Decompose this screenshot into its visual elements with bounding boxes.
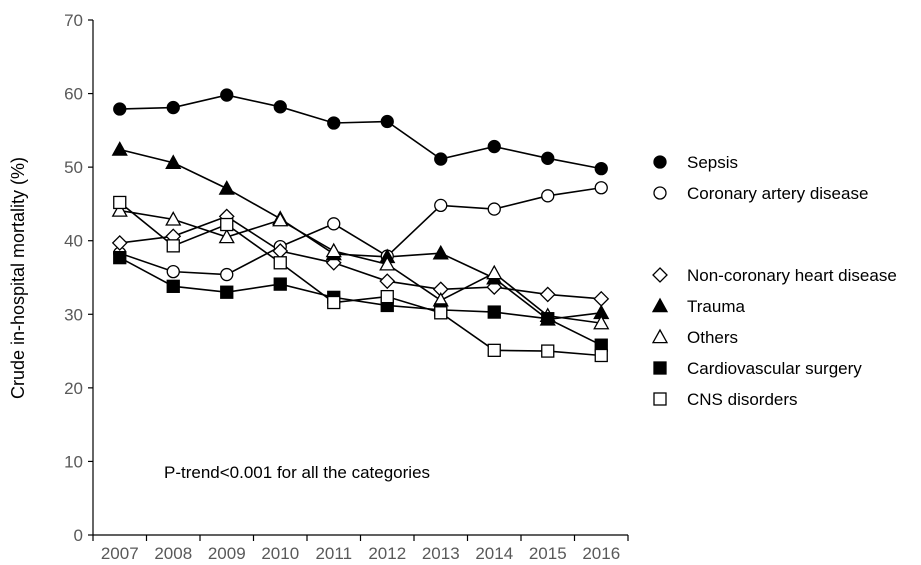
legend-label-coronary-artery-disease: Coronary artery disease bbox=[687, 184, 868, 203]
y-tick-label: 60 bbox=[64, 85, 83, 104]
data-point-coronary-artery-disease bbox=[487, 202, 501, 216]
data-point-sepsis bbox=[113, 102, 127, 116]
data-point-coronary-artery-disease bbox=[541, 189, 555, 203]
legend-marker-cardiovascular-surgery bbox=[653, 361, 667, 375]
data-point-sepsis bbox=[166, 100, 180, 115]
data-point-sepsis bbox=[541, 151, 555, 165]
series-line-trauma bbox=[119, 148, 602, 321]
data-point-sepsis bbox=[594, 161, 608, 176]
series-line-coronary-artery-disease bbox=[119, 186, 602, 276]
data-point-others bbox=[165, 211, 182, 226]
y-axis-title: Crude in-hospital mortality (%) bbox=[8, 157, 28, 399]
data-point-coronary-artery-disease bbox=[220, 267, 234, 282]
data-point-coronary-artery-disease bbox=[434, 198, 448, 213]
data-point-trauma bbox=[218, 180, 235, 195]
data-point-non-coronary-heart-disease bbox=[379, 273, 396, 290]
x-tick-label: 2012 bbox=[368, 544, 406, 563]
data-point-sepsis bbox=[327, 116, 341, 130]
data-point-sepsis bbox=[220, 88, 234, 102]
data-point-sepsis bbox=[434, 152, 448, 166]
data-point-cardiovascular-surgery bbox=[541, 312, 555, 326]
data-point-cardiovascular-surgery bbox=[273, 277, 287, 291]
data-point-cns-disorders bbox=[327, 295, 341, 310]
data-point-cardiovascular-surgery bbox=[166, 279, 180, 293]
legend-marker-trauma bbox=[651, 297, 669, 313]
x-tick-label: 2011 bbox=[315, 544, 352, 563]
x-tick-label: 2014 bbox=[475, 544, 513, 563]
legend-marker-cns-disorders bbox=[653, 392, 667, 406]
data-point-trauma bbox=[111, 141, 128, 156]
data-point-cns-disorders bbox=[220, 217, 234, 232]
legend-label-sepsis: Sepsis bbox=[687, 153, 738, 172]
legend-label-trauma: Trauma bbox=[687, 297, 745, 316]
y-tick-label: 0 bbox=[74, 526, 83, 545]
data-point-coronary-artery-disease bbox=[594, 181, 608, 195]
data-point-cns-disorders bbox=[273, 256, 287, 270]
data-point-non-coronary-heart-disease bbox=[111, 235, 128, 251]
x-tick-label: 2008 bbox=[154, 544, 192, 563]
data-point-others bbox=[218, 228, 235, 244]
y-tick-label: 40 bbox=[64, 232, 83, 251]
legend-marker-others bbox=[651, 328, 669, 344]
legend-label-others: Others bbox=[687, 328, 738, 347]
x-tick-label: 2009 bbox=[208, 544, 246, 563]
y-tick-label: 70 bbox=[64, 11, 83, 30]
legend-marker-coronary-artery-disease bbox=[653, 186, 667, 200]
series-line-sepsis bbox=[119, 94, 602, 170]
data-point-non-coronary-heart-disease bbox=[593, 290, 610, 307]
data-point-trauma bbox=[165, 154, 182, 169]
y-tick-label: 10 bbox=[64, 452, 83, 471]
legend-label-non-coronary-heart-disease: Non-coronary heart disease bbox=[687, 266, 897, 285]
data-point-cns-disorders bbox=[434, 306, 448, 320]
legend-marker-sepsis bbox=[653, 155, 667, 169]
data-point-cns-disorders bbox=[113, 195, 127, 210]
legend: Sepsis Coronary artery disease Non-coronar… bbox=[651, 153, 897, 409]
legend-marker-non-coronary-heart-disease bbox=[652, 267, 668, 283]
data-point-cns-disorders bbox=[380, 289, 394, 304]
data-point-sepsis bbox=[273, 100, 287, 114]
data-point-cardiovascular-surgery bbox=[487, 305, 501, 319]
y-tick-label: 50 bbox=[64, 158, 83, 177]
data-point-cns-disorders bbox=[594, 348, 608, 363]
x-tick-label: 2013 bbox=[422, 544, 460, 563]
series-lines bbox=[119, 94, 602, 357]
data-point-cns-disorders bbox=[487, 343, 501, 357]
legend-label-cardiovascular-surgery: Cardiovascular surgery bbox=[687, 359, 862, 378]
series-line-others bbox=[119, 209, 602, 324]
data-point-cns-disorders bbox=[166, 239, 180, 253]
data-point-others bbox=[379, 255, 396, 271]
data-point-sepsis bbox=[487, 139, 501, 154]
x-tick-label: 2015 bbox=[529, 544, 567, 563]
series-line-non-coronary-heart-disease bbox=[119, 215, 602, 300]
data-point-others bbox=[593, 314, 610, 330]
data-point-non-coronary-heart-disease bbox=[539, 286, 556, 303]
axes: 0 10 20 30 40 50 60 70 2007 2008 2009 2010 2011 2012 2… bbox=[64, 11, 629, 563]
x-tick-label: 2016 bbox=[582, 544, 620, 563]
data-point-others bbox=[111, 202, 128, 217]
data-point-sepsis bbox=[380, 114, 394, 129]
data-point-cns-disorders bbox=[541, 344, 555, 358]
data-point-cardiovascular-surgery bbox=[113, 250, 127, 265]
data-point-cardiovascular-surgery bbox=[220, 285, 234, 299]
series-markers bbox=[111, 88, 610, 363]
legend-label-cns-disorders: CNS disorders bbox=[687, 390, 798, 409]
data-point-coronary-artery-disease bbox=[327, 217, 341, 231]
x-tick-label: 2007 bbox=[101, 544, 139, 563]
y-tick-label: 20 bbox=[64, 379, 83, 398]
data-point-others bbox=[272, 211, 289, 227]
data-point-non-coronary-heart-disease bbox=[325, 254, 342, 271]
y-tick-label: 30 bbox=[64, 305, 83, 324]
p-trend-annotation: P-trend<0.001 for all the categories bbox=[164, 463, 430, 482]
data-point-others bbox=[325, 242, 342, 258]
data-point-coronary-artery-disease bbox=[166, 264, 180, 279]
x-tick-label: 2010 bbox=[261, 544, 299, 563]
series-line-cns-disorders bbox=[119, 201, 602, 357]
data-point-others bbox=[486, 264, 503, 280]
series-line-cardiovascular-surgery bbox=[119, 256, 602, 346]
data-point-trauma bbox=[432, 244, 449, 260]
